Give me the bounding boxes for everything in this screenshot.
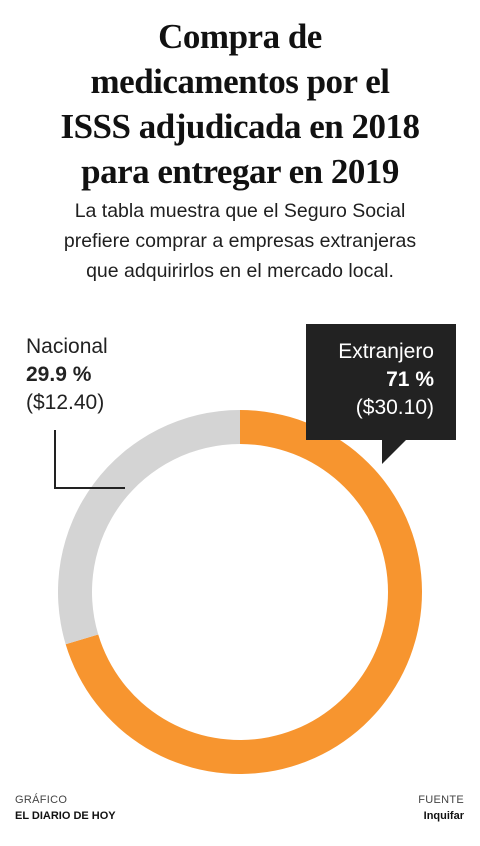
extranjero-name: Extranjero (338, 340, 434, 363)
title-line: ISSS adjudicada en 2018 (60, 107, 420, 146)
credit-label: GRÁFICO (15, 794, 68, 806)
slice-nacional (57, 410, 240, 645)
source-label: FUENTE (418, 794, 464, 806)
credit: GRÁFICO EL DIARIO DE HOY (15, 792, 116, 824)
nacional-percent: 29.9 % (26, 363, 92, 386)
title-line: medicamentos por el (90, 62, 390, 101)
subtitle-line: La tabla muestra que el Seguro Social (74, 200, 406, 222)
source-value: Inquifar (423, 810, 464, 822)
nacional-amount: ($12.40) (26, 391, 105, 414)
nacional-name: Nacional (26, 335, 108, 358)
subtitle-line: prefiere comprar a empresas extranjeras (63, 230, 417, 252)
callout-pointer (382, 440, 406, 464)
nacional-label: Nacional 29.9 % ($12.40) (26, 333, 108, 417)
extranjero-callout: Extranjero 71 % ($30.10) (306, 324, 456, 440)
extranjero-percent: 71 % (386, 368, 434, 391)
nacional-leader-line (54, 430, 125, 489)
title-line: para entregar en 2019 (81, 152, 399, 191)
subtitle-line: que adquirirlos en el mercado local. (86, 260, 394, 282)
chart-title: Compra de medicamentos por el ISSS adjud… (0, 14, 480, 194)
chart-subtitle: La tabla muestra que el Seguro Social pr… (20, 196, 460, 286)
source: FUENTE Inquifar (418, 792, 464, 824)
title-line: Compra de (158, 17, 322, 56)
extranjero-amount: ($30.10) (355, 396, 434, 419)
credit-value: EL DIARIO DE HOY (15, 810, 116, 822)
